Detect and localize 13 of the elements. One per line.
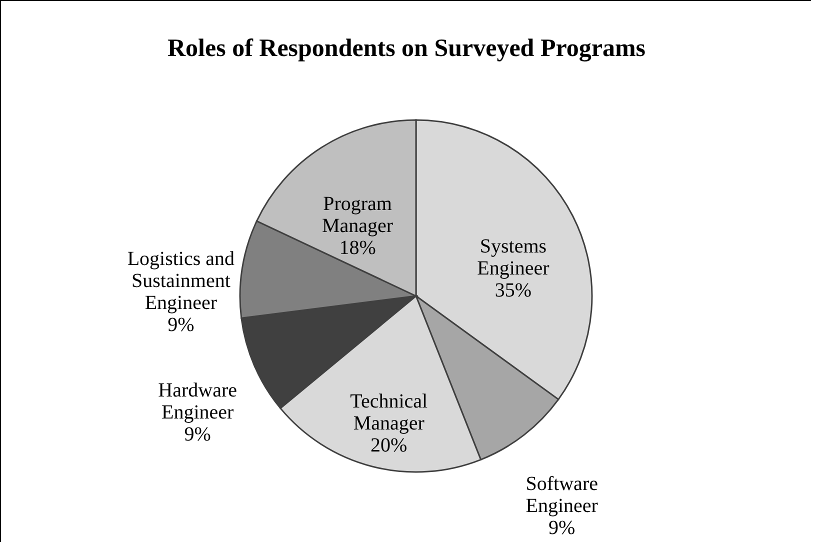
data-label: 18% <box>339 236 376 259</box>
data-label: 9% <box>168 314 194 336</box>
slice-label: Systems Engineer <box>477 235 550 280</box>
slice-label: Technical Manager <box>350 390 428 435</box>
data-label: 20% <box>370 434 408 457</box>
slice-label: Program Manager <box>322 192 394 237</box>
slice-label: Hardware Engineer <box>158 380 238 424</box>
data-label: 35% <box>494 279 532 302</box>
slice-label: Logistics and Sustainment Engineer <box>127 248 235 314</box>
data-label: 9% <box>548 517 576 540</box>
data-label: 9% <box>184 424 211 446</box>
slice-label: Software Engineer <box>526 473 598 518</box>
chart-title: Roles of Respondents on Surveyed Programs <box>167 35 646 62</box>
